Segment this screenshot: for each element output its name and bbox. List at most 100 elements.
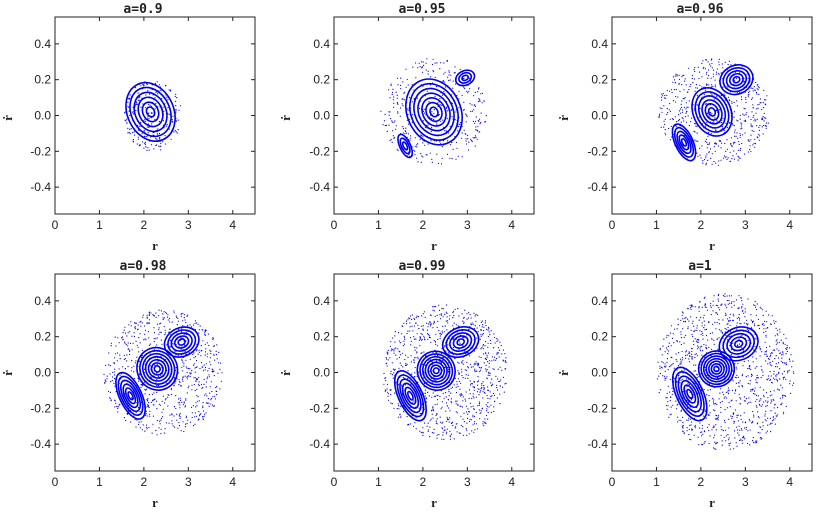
- chaos-point: [684, 116, 687, 118]
- scatter-marks: [380, 58, 487, 165]
- chaos-point: [476, 370, 478, 372]
- chaos-point: [179, 412, 181, 415]
- chaos-point: [414, 366, 416, 369]
- chaos-point: [147, 126, 149, 128]
- chaos-point: [422, 110, 424, 112]
- chaos-point: [735, 299, 738, 301]
- chaos-point: [414, 137, 416, 139]
- chaos-point: [473, 431, 475, 433]
- chaos-point: [743, 360, 745, 363]
- chaos-point: [698, 306, 700, 308]
- chaos-point: [666, 336, 668, 338]
- chaos-point: [185, 399, 187, 401]
- chaos-point: [439, 141, 441, 143]
- chaos-point: [161, 411, 163, 413]
- chaos-point: [707, 77, 709, 79]
- chaos-point: [769, 379, 771, 381]
- chaos-point: [490, 330, 492, 332]
- chaos-point: [150, 312, 152, 314]
- chaos-point: [755, 441, 758, 443]
- chaos-point: [202, 340, 204, 342]
- chaos-point: [416, 352, 418, 354]
- chaos-point: [743, 322, 745, 324]
- chaos-point: [135, 360, 137, 362]
- chaos-point: [156, 81, 158, 83]
- chaos-point: [720, 304, 722, 306]
- chaos-point: [765, 360, 767, 362]
- chaos-point: [763, 331, 765, 334]
- chaos-point: [743, 437, 745, 439]
- chaos-point: [162, 106, 164, 108]
- chaos-point: [696, 355, 699, 357]
- chaos-point: [443, 81, 445, 83]
- chaos-point: [431, 413, 433, 415]
- chaos-point: [416, 315, 418, 317]
- chaos-point: [775, 343, 778, 345]
- chaos-point: [771, 422, 773, 424]
- chaos-point: [759, 432, 761, 434]
- chaos-point: [426, 425, 428, 427]
- chaos-point: [130, 321, 132, 323]
- chaos-point: [393, 96, 395, 98]
- chaos-point: [497, 378, 499, 380]
- chaos-point: [754, 367, 756, 369]
- chaos-point: [159, 137, 161, 139]
- chaos-point: [697, 341, 699, 343]
- chaos-point: [757, 395, 759, 397]
- chaos-point: [129, 94, 131, 96]
- chaos-point: [435, 86, 438, 88]
- chaos-point: [758, 126, 760, 128]
- chaos-point: [205, 363, 207, 365]
- chaos-point: [208, 344, 210, 347]
- chaos-point: [424, 144, 426, 146]
- chaos-point: [772, 349, 774, 351]
- chaos-point: [141, 384, 143, 386]
- chaos-point: [677, 318, 679, 320]
- chaos-point: [407, 113, 409, 116]
- chaos-point: [158, 333, 160, 335]
- chaos-point: [212, 396, 214, 398]
- chaos-point: [455, 386, 457, 388]
- chaos-point: [715, 71, 718, 73]
- chaos-point: [169, 90, 171, 92]
- chaos-point: [666, 113, 668, 116]
- chaos-point: [467, 366, 469, 368]
- chaos-point: [441, 438, 443, 440]
- x-tick-label: 0: [331, 218, 338, 232]
- x-axis-label: r: [431, 495, 437, 510]
- chaos-point: [447, 132, 449, 134]
- chaos-point: [773, 373, 775, 375]
- chaos-point: [725, 391, 727, 393]
- chaos-point: [172, 121, 174, 123]
- chaos-point: [739, 91, 741, 93]
- chaos-point: [767, 417, 769, 419]
- chaos-point: [483, 389, 485, 391]
- chaos-point: [384, 113, 386, 115]
- chaos-point: [380, 110, 382, 112]
- chaos-point: [765, 405, 767, 407]
- chaos-point: [198, 415, 201, 417]
- chaos-point: [142, 84, 144, 86]
- chaos-point: [775, 340, 777, 342]
- chaos-point: [703, 327, 705, 329]
- panel-a-0-9: a=0.9 0 1 2 3 4-0.4-0.20.00.20.4 r ṙ: [0, 2, 256, 253]
- chaos-point: [137, 136, 139, 138]
- chaos-point: [735, 400, 737, 402]
- chaos-point: [436, 351, 438, 353]
- chaos-point: [729, 313, 731, 315]
- chaos-point: [466, 429, 468, 431]
- chaos-point: [713, 295, 715, 297]
- chaos-point: [190, 373, 192, 375]
- chaos-point: [474, 91, 476, 93]
- chaos-point: [502, 349, 504, 351]
- chaos-point: [709, 389, 712, 391]
- chaos-point: [415, 317, 417, 319]
- chaos-point: [754, 306, 757, 308]
- chaos-point: [177, 427, 179, 429]
- chaos-point: [693, 130, 695, 132]
- chaos-point: [132, 140, 134, 142]
- chaos-point: [496, 387, 498, 389]
- chaos-point: [737, 420, 739, 422]
- chaos-point: [733, 430, 736, 432]
